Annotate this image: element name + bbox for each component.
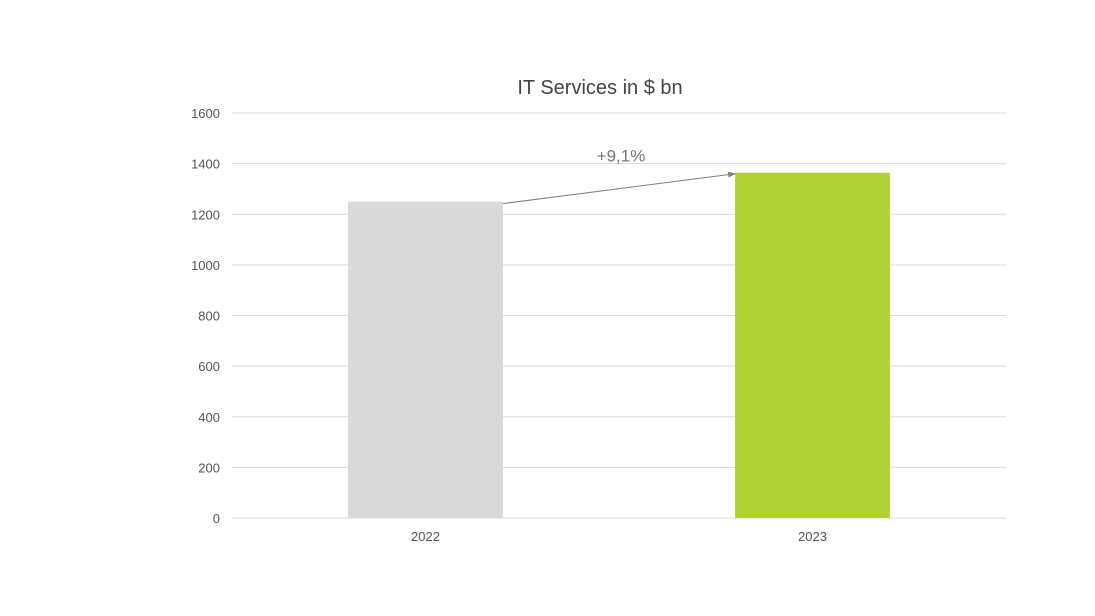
chart-title: IT Services in $ bn	[517, 77, 682, 99]
y-axis: 0 200 400 600 800 1000 1200 1400 1600	[191, 106, 220, 526]
x-tick-label: 2023	[798, 529, 827, 544]
bars	[348, 172, 890, 519]
growth-arrow	[502, 171, 737, 205]
growth-label: +9,1%	[597, 147, 646, 166]
y-tick-label: 1600	[191, 106, 220, 121]
y-tick-label: 1000	[191, 258, 220, 273]
y-tick-label: 1200	[191, 207, 220, 222]
y-tick-label: 800	[198, 309, 220, 324]
y-tick-label: 400	[198, 410, 220, 425]
x-tick-label: 2022	[411, 529, 440, 544]
bar-2023	[735, 172, 890, 519]
y-tick-label: 600	[198, 359, 220, 374]
y-tick-label: 200	[198, 460, 220, 475]
x-axis: 2022 2023	[411, 529, 827, 544]
y-tick-label: 0	[213, 511, 220, 526]
growth-annotation: +9,1%	[502, 147, 737, 205]
y-tick-label: 1400	[191, 157, 220, 172]
bar-2022	[348, 201, 503, 518]
